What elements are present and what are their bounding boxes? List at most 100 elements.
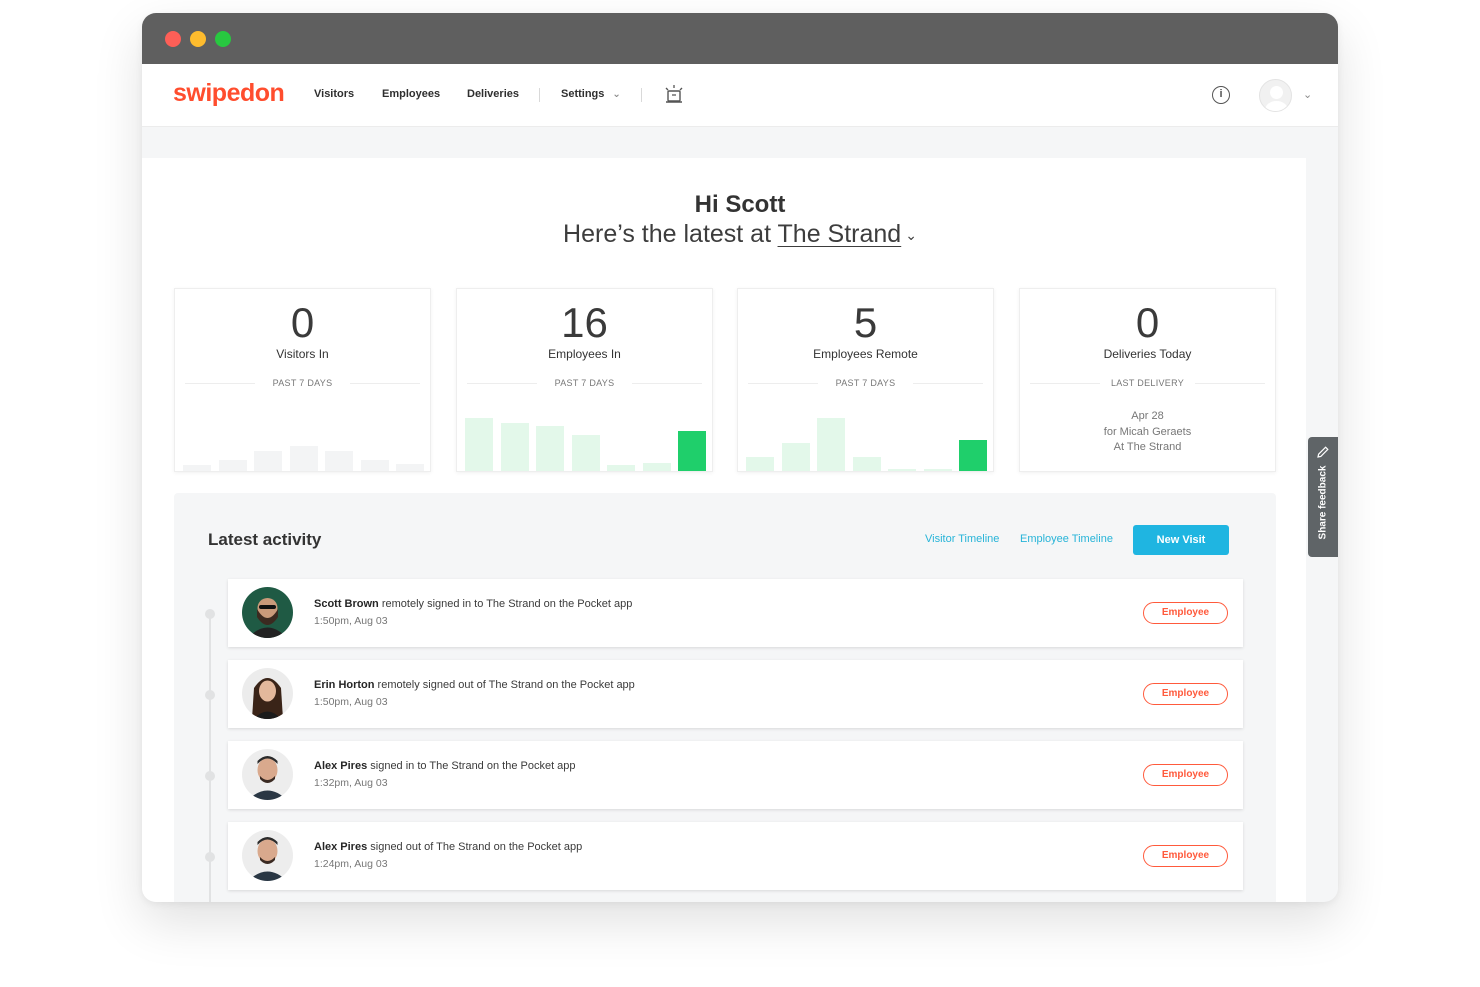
nav-divider [641,88,642,102]
greeting-title: Hi Scott [694,191,786,218]
stat-bar [571,434,600,471]
avatar [242,668,293,719]
stat-bar [678,430,706,471]
stat-bar [817,417,845,471]
person-name[interactable]: Alex Pires [314,841,368,853]
avatar [242,587,293,638]
stat-card-employees-in[interactable]: 16 Employees In PAST 7 DAYS [456,288,713,472]
nav-settings-label: Settings [561,88,605,100]
close-window-button[interactable] [165,31,181,47]
activity-time: 1:24pm, Aug 03 [314,858,388,870]
chevron-down-icon: ⌄ [612,89,621,100]
stat-period: LAST DELIVERY [1110,378,1185,388]
activity-row[interactable]: Alex Pires signed out of The Strand on t… [228,822,1243,890]
visitor-timeline-link[interactable]: Visitor Timeline [925,533,1000,545]
timeline-dot [205,609,215,619]
stat-card-visitors[interactable]: 0 Visitors In PAST 7 DAYS [174,288,431,472]
greeting-prefix: Here’s the latest at [563,220,778,248]
chevron-down-icon[interactable]: ⌄ [1303,89,1313,101]
stat-bars [462,411,709,471]
stat-bar [852,457,881,471]
stat-value: 16 [561,299,608,346]
activity-row[interactable]: Scott Brown remotely signed in to The St… [228,579,1243,647]
person-name[interactable]: Alex Pires [314,760,368,772]
stat-bar [746,457,774,471]
stat-value: 0 [1135,299,1160,346]
stat-label: Deliveries Today [1103,347,1192,361]
kiosk-icon[interactable] [662,84,686,106]
stat-value: 5 [853,299,878,346]
minimize-window-button[interactable] [190,31,206,47]
browser-window: swipedon Visitors Employees Deliveries S… [142,13,1338,902]
avatar-icon[interactable] [1259,79,1292,112]
stat-bar [781,443,810,471]
activity-action: remotely signed out of The Strand on the… [374,679,635,691]
activity-row[interactable]: Erin Horton remotely signed out of The S… [228,660,1243,728]
activity-time: 1:50pm, Aug 03 [314,696,388,708]
stat-bar [923,469,952,471]
stat-bar [642,462,671,471]
stat-bars [743,411,990,471]
stat-label: Visitors In [276,347,329,361]
stat-period: PAST 7 DAYS [835,378,896,388]
share-feedback-tab[interactable]: Share feedback [1308,437,1338,557]
activity-row[interactable]: Alex Pires signed in to The Strand on th… [228,741,1243,809]
stat-bar [959,440,987,471]
stat-bars [180,411,427,471]
latest-activity-panel: Latest activity Visitor Timeline Employe… [174,493,1276,902]
stat-bar [888,469,916,471]
person-name[interactable]: Erin Horton [314,679,375,691]
nav-visitors[interactable]: Visitors [314,88,355,100]
employee-badge: Employee [1143,845,1228,867]
activity-time: 1:50pm, Aug 03 [314,615,388,627]
stat-bar [289,445,318,471]
activity-text: Alex Pires signed out of The Strand on t… [314,841,582,853]
stat-bar [465,417,493,471]
location-selector[interactable]: The Strand [777,220,902,248]
timeline-dot [205,852,215,862]
activity-action: remotely signed in to The Strand on the … [378,598,633,610]
activity-text: Scott Brown remotely signed in to The St… [314,598,632,610]
delivery-recipient: for Micah Geraets [1103,425,1192,438]
avatar [242,749,293,800]
stat-bar [254,451,282,471]
stat-bar [396,464,424,471]
chevron-down-icon[interactable]: ⌄ [905,226,917,243]
stat-value: 0 [290,299,315,346]
activity-title: Latest activity [208,530,322,549]
avatar [242,830,293,881]
stat-period: PAST 7 DAYS [272,378,333,388]
nav-deliveries[interactable]: Deliveries [467,88,519,100]
last-delivery-info: Apr 28 for Micah Geraets At The Strand [1020,409,1275,456]
swipedon-logo[interactable]: swipedon [173,79,285,107]
dashboard-content: Hi Scott Here’s the latest at The Strand… [142,158,1306,902]
stat-bar [536,426,564,471]
maximize-window-button[interactable] [215,31,231,47]
timeline-dot [205,690,215,700]
stat-card-deliveries[interactable]: 0 Deliveries Today LAST DELIVERY Apr 28 … [1019,288,1276,472]
person-name[interactable]: Scott Brown [314,598,379,610]
window-titlebar [142,13,1338,64]
greeting-subtitle: Here’s the latest at The Strand ⌄ [142,220,1338,249]
stat-period: PAST 7 DAYS [554,378,615,388]
stat-label: Employees In [548,347,621,361]
timeline-line [209,611,211,902]
nav-employees[interactable]: Employees [382,88,441,100]
nav-divider [539,88,540,102]
stat-bar [607,465,635,471]
stat-card-employees-remote[interactable]: 5 Employees Remote PAST 7 DAYS [737,288,994,472]
employee-timeline-link[interactable]: Employee Timeline [1020,533,1113,545]
activity-text: Erin Horton remotely signed out of The S… [314,679,635,691]
employee-badge: Employee [1143,764,1228,786]
employee-badge: Employee [1143,602,1228,624]
activity-time: 1:32pm, Aug 03 [314,777,388,789]
info-icon[interactable]: i [1212,86,1230,104]
timeline-dot [205,771,215,781]
employee-badge: Employee [1143,683,1228,705]
stat-bar [183,465,211,471]
share-feedback-label: Share feedback [1317,465,1329,540]
activity-action: signed in to The Strand on the Pocket ap… [367,760,576,772]
nav-settings[interactable]: Settings ⌄ [561,88,621,100]
activity-action: signed out of The Strand on the Pocket a… [367,841,583,853]
new-visit-button[interactable]: New Visit [1133,525,1229,555]
